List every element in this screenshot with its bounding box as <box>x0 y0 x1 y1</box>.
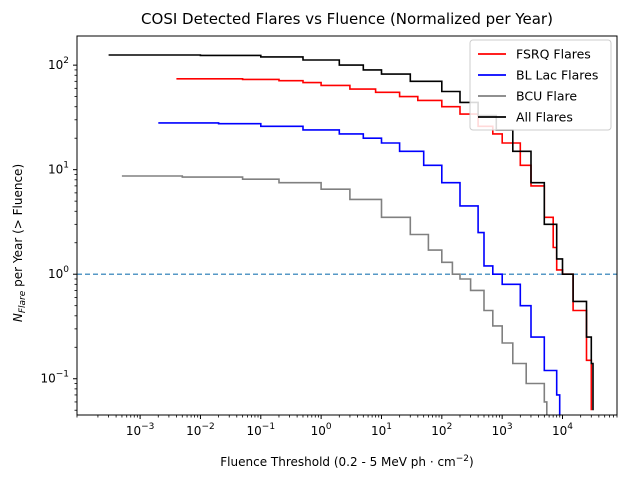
x-tick-label-5: 102 <box>431 422 452 438</box>
x-tick-label-0: 10−3 <box>126 422 155 438</box>
legend: FSRQ Flares BL Lac Flares BCU Flare All Fla… <box>469 39 612 131</box>
x-tick-label-6: 103 <box>492 422 513 438</box>
y-tick-label-1: 100 <box>48 265 69 281</box>
legend-label-3: All Flares <box>516 110 573 125</box>
x-axis-label-close: ) <box>469 455 474 469</box>
x-tick-label-3: 100 <box>311 422 332 438</box>
chart-title: COSI Detected Flares vs Fluence (Normali… <box>141 10 553 28</box>
ticks-group: 10−3 10−2 10−1 100 101 102 103 104 10−1 100 101 102 <box>40 56 618 438</box>
y-axis-label-subscript: Flare <box>18 290 28 313</box>
x-axis-label-main: Fluence Threshold (0.2 - 5 MeV ph · cm <box>220 455 455 469</box>
x-tick-label-2: 10−1 <box>247 422 276 438</box>
y-tick-label-0: 10−1 <box>40 370 69 386</box>
x-axis-label-exponent: −2 <box>456 454 469 464</box>
y-axis-label: NFlare per Year (> Fluence) <box>11 164 28 322</box>
legend-label-0: FSRQ Flares <box>516 47 591 62</box>
series-line-2 <box>121 175 548 415</box>
y-tick-label-2: 101 <box>48 161 69 177</box>
x-tick-label-7: 104 <box>552 422 573 438</box>
legend-label-2: BCU Flare <box>516 89 577 104</box>
legend-label-1: BL Lac Flares <box>516 68 598 83</box>
legend-box <box>469 39 612 131</box>
x-axis-label: Fluence Threshold (0.2 - 5 MeV ph · cm−2… <box>220 454 473 469</box>
y-tick-label-3: 102 <box>48 56 69 72</box>
y-axis-label-symbol: N <box>11 313 25 322</box>
plot-frame <box>76 35 618 416</box>
x-tick-label-4: 101 <box>371 422 392 438</box>
series-line-1 <box>158 122 561 415</box>
y-axis-label-rest: per Year (> Fluence) <box>11 164 25 291</box>
x-tick-label-1: 10−2 <box>186 422 215 438</box>
